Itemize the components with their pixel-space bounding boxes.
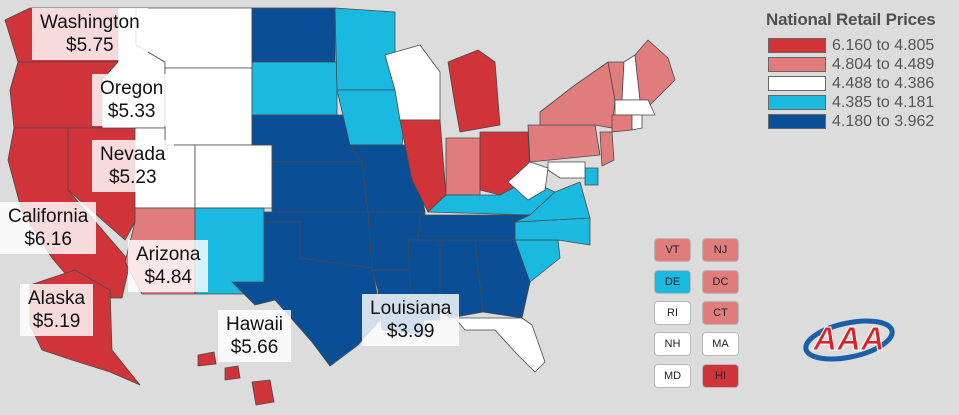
state-pa[interactable]	[527, 124, 601, 163]
state-in[interactable]	[445, 137, 481, 196]
callout-washington: Washington $5.75	[32, 8, 148, 60]
callout-price: $3.99	[386, 321, 435, 342]
legend-range: 6.160 to 4.805	[832, 36, 935, 54]
small-state-nh[interactable]: NH	[654, 332, 691, 356]
legend-item: 4.180 to 3.962	[766, 112, 954, 131]
legend-swatch	[768, 114, 826, 129]
callout-price: $4.84	[144, 267, 192, 288]
callout-price: $6.16	[24, 229, 72, 250]
callout-alaska: Alaska $5.19	[20, 284, 94, 336]
small-state-vt[interactable]: VT	[654, 238, 691, 262]
legend-range: 4.804 to 4.489	[832, 55, 935, 73]
callout-oregon: Oregon $5.33	[92, 74, 172, 126]
state-hi[interactable]	[197, 351, 275, 406]
legend-item: 4.488 to 4.386	[766, 74, 954, 93]
legend-swatch	[768, 38, 826, 53]
legend-range: 4.385 to 4.181	[832, 93, 935, 111]
callout-louisiana: Louisiana $3.99	[362, 294, 460, 346]
state-ks[interactable]	[271, 161, 369, 213]
callout-state-name: Alaska	[28, 288, 86, 309]
state-mn[interactable]	[334, 7, 396, 91]
callout-state-name: Nevada	[100, 144, 166, 165]
small-state-dc[interactable]: DC	[702, 270, 739, 294]
legend-item: 4.385 to 4.181	[766, 93, 954, 112]
legend: National Retail Prices 6.160 to 4.805 4.…	[766, 10, 954, 131]
small-state-ri[interactable]: RI	[654, 301, 691, 325]
legend-swatch	[768, 76, 826, 91]
callout-state-name: Oregon	[100, 78, 164, 99]
callout-state-name: Louisiana	[370, 298, 452, 319]
legend-range: 4.488 to 4.386	[832, 74, 935, 92]
state-ny[interactable]	[539, 61, 616, 129]
aaa-logo: AAA	[803, 318, 895, 362]
small-state-de[interactable]: DE	[654, 270, 691, 294]
state-wy[interactable]	[164, 67, 253, 146]
state-nj[interactable]	[599, 131, 615, 167]
callout-price: $5.23	[108, 167, 157, 188]
legend-title: National Retail Prices	[766, 10, 936, 29]
small-state-md[interactable]: MD	[654, 364, 691, 388]
legend-item: 4.804 to 4.489	[766, 55, 954, 74]
callout-california: California $6.16	[0, 202, 97, 254]
callout-arizona: Arizona $4.84	[128, 240, 209, 292]
callout-price: $5.19	[32, 311, 81, 332]
aaa-logo-text: AAA	[812, 320, 885, 357]
small-state-ct[interactable]: CT	[702, 301, 739, 325]
callout-state-name: Washington	[40, 12, 140, 33]
state-nd[interactable]	[251, 7, 336, 63]
small-state-hi[interactable]: HI	[702, 364, 739, 388]
state-ct[interactable]	[611, 114, 633, 133]
callout-nevada: Nevada $5.23	[92, 140, 174, 192]
state-wv[interactable]	[507, 161, 549, 201]
state-de[interactable]	[584, 167, 599, 186]
callout-hawaii: Hawaii $5.66	[218, 310, 292, 362]
small-state-nj[interactable]: NJ	[702, 238, 739, 262]
state-sd[interactable]	[251, 61, 338, 116]
legend-swatch	[768, 57, 826, 72]
state-mi[interactable]	[447, 49, 501, 133]
state-va[interactable]	[514, 181, 591, 223]
callout-price: $5.75	[66, 35, 114, 56]
legend-range: 4.180 to 3.962	[832, 112, 935, 130]
state-ga[interactable]	[474, 239, 531, 319]
small-state-ma[interactable]: MA	[702, 332, 739, 356]
state-ma[interactable]	[614, 99, 656, 116]
state-fl[interactable]	[454, 317, 546, 373]
callout-state-name: Hawaii	[226, 314, 284, 335]
legend-item: 6.160 to 4.805	[766, 36, 954, 55]
legend-swatch	[768, 95, 826, 110]
callout-price: $5.66	[230, 337, 279, 358]
state-co[interactable]	[194, 144, 273, 209]
callout-price: $5.33	[107, 101, 156, 122]
callout-state-name: California	[8, 206, 89, 227]
state-me[interactable]	[634, 39, 676, 106]
state-ri[interactable]	[631, 114, 643, 131]
state-tx[interactable]	[231, 221, 383, 367]
callout-state-name: Arizona	[136, 244, 201, 265]
state-md[interactable]	[547, 161, 586, 179]
